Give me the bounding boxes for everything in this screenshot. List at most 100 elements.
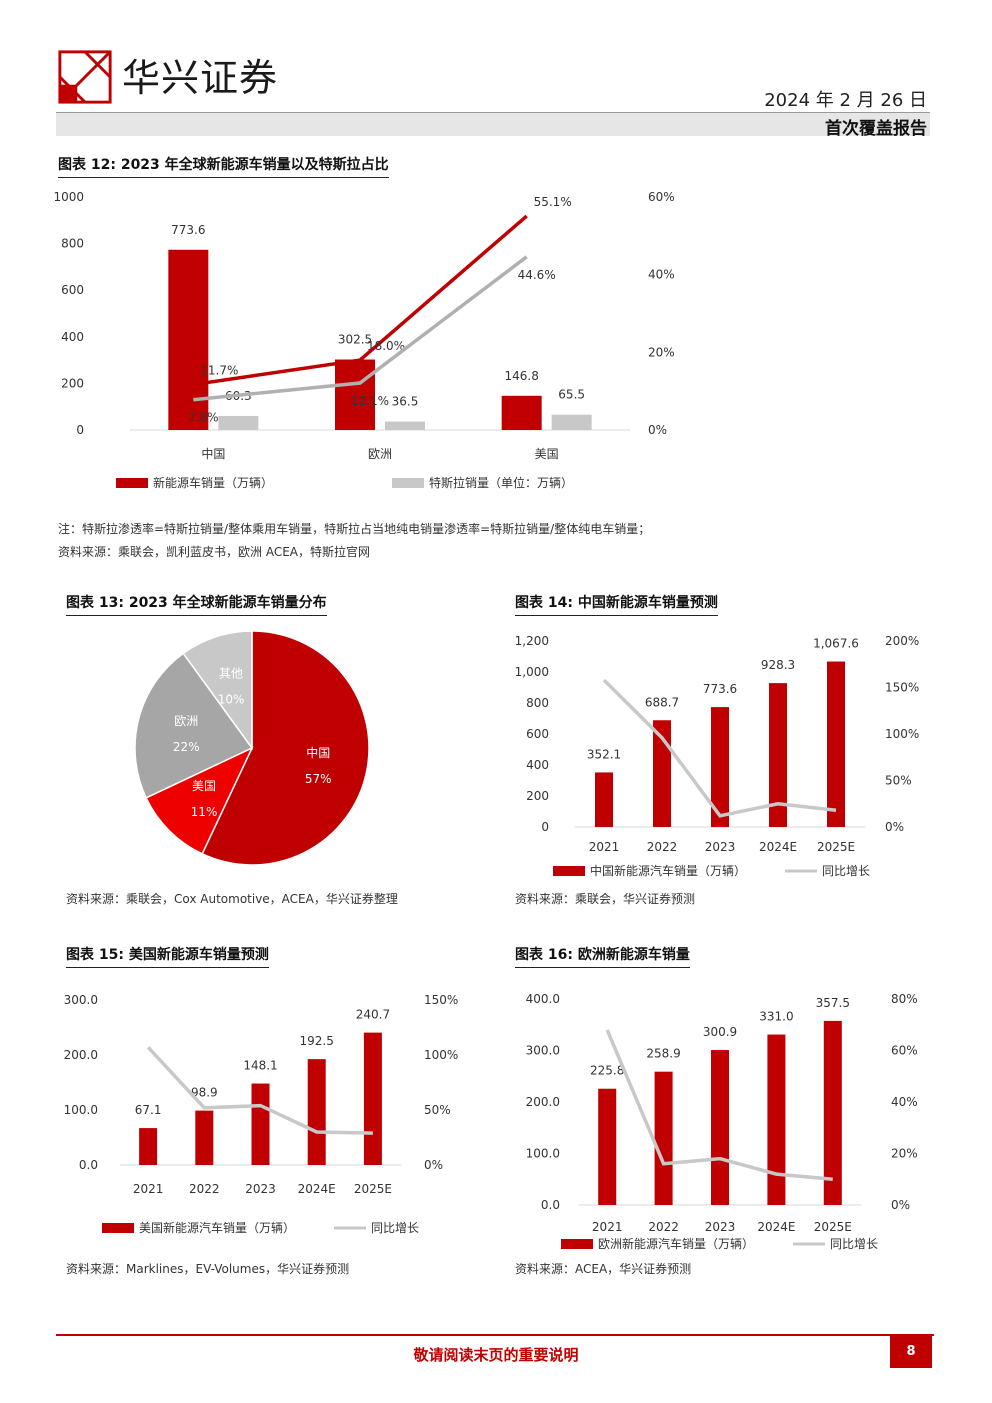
- bar-data-label: 258.9: [646, 1047, 680, 1061]
- line-data-label: 44.6%: [518, 268, 556, 282]
- bar: [139, 1128, 158, 1165]
- pie-slice: [134, 652, 254, 799]
- x-tick-label: 2024E: [298, 1182, 336, 1196]
- fig13-chart: 中国 57% 美国 11% 欧洲 22% 其他 10%: [134, 630, 370, 866]
- bar-data-label: 36.5: [392, 394, 419, 408]
- y2-tick-label: 40%: [891, 1095, 918, 1109]
- x-tick-label: 2021: [133, 1182, 164, 1196]
- bar: [501, 395, 542, 430]
- bar-data-label: 240.7: [356, 1008, 390, 1022]
- fig12-chart: 0 200 400 600 800 1000 0% 20% 40% 60% 中国 欧洲 美国 773.6 3…: [53, 190, 675, 490]
- bar-data-label: 928.3: [761, 658, 795, 672]
- y2-tick-label: 0%: [891, 1198, 910, 1212]
- fig12-title: 图表 12: 2023 年全球新能源车销量以及特斯拉占比: [58, 154, 389, 178]
- x-tick-label: 2025E: [814, 1220, 852, 1234]
- bar-data-label: 302.5: [338, 333, 372, 347]
- x-tick-label: 2022: [648, 1220, 679, 1234]
- line-series: [605, 1029, 833, 1181]
- y-tick-label: 1,200: [515, 634, 549, 648]
- bar-data-label: 67.1: [135, 1103, 162, 1117]
- bar: [251, 1083, 270, 1165]
- y2-tick-label: 200%: [885, 634, 919, 648]
- brand-name: 华兴证券: [122, 56, 279, 100]
- pie-slice-label: 美国: [192, 779, 216, 793]
- bar-data-label: 1,067.6: [813, 637, 859, 651]
- fig15-source: 资料来源：Marklines，EV-Volumes，华兴证券预测: [66, 1262, 350, 1276]
- header-divider: [56, 112, 930, 113]
- y-tick-label: 200.0: [526, 1095, 560, 1109]
- bar: [307, 1059, 326, 1165]
- y2-tick-label: 100%: [885, 727, 919, 741]
- y2-tick-label: 150%: [885, 681, 919, 695]
- report-date: 2024 年 2 月 26 日: [764, 90, 927, 111]
- pie-slice-value: 22%: [173, 740, 200, 754]
- bar-data-label: 357.5: [816, 996, 850, 1010]
- x-tick-label: 2023: [245, 1182, 276, 1196]
- fig16-source: 资料来源：ACEA，华兴证券预测: [515, 1262, 692, 1276]
- bar-data-label: 98.9: [191, 1086, 218, 1100]
- y2-tick-label: 50%: [885, 774, 912, 788]
- fig13-title: 图表 13: 2023 年全球新能源车销量分布: [66, 592, 327, 616]
- y2-tick-label: 40%: [648, 268, 675, 282]
- pie-slice: [145, 746, 254, 855]
- bar: [168, 249, 209, 430]
- bar: [823, 1020, 842, 1205]
- legend-label: 特斯拉销量（单位：万辆）: [429, 475, 573, 490]
- fig13-source: 资料来源：乘联会，Cox Automotive，ACEA，华兴证券整理: [66, 892, 398, 906]
- pie-slice-label: 其他: [219, 666, 243, 680]
- pie-slice: [182, 630, 253, 751]
- bar-data-label: 192.5: [300, 1034, 334, 1048]
- y-tick-label: 600: [526, 727, 549, 741]
- bar: [195, 1110, 214, 1165]
- line-series: [193, 255, 528, 402]
- y-tick-label: 400: [61, 330, 84, 344]
- legend-swatch: [116, 478, 148, 488]
- line-series: [193, 214, 528, 387]
- bar: [711, 707, 729, 827]
- y-tick-label: 400: [526, 758, 549, 772]
- x-tick-label: 2024E: [757, 1220, 795, 1234]
- y-tick-label: 100.0: [526, 1147, 560, 1161]
- bar: [551, 414, 592, 430]
- fig14-title: 图表 14: 中国新能源车销量预测: [515, 592, 718, 616]
- bar-data-label: 146.8: [504, 369, 538, 383]
- x-tick-label: 2023: [705, 1220, 736, 1234]
- bar: [363, 1032, 382, 1165]
- pie-slice-value: 10%: [218, 692, 245, 706]
- y2-tick-label: 0%: [648, 423, 667, 437]
- fig12-note: 注：特斯拉渗透率=特斯拉销量/整体乘用车销量，特斯拉占当地纯电销量渗透率=特斯拉…: [58, 522, 651, 536]
- y-tick-label: 200: [526, 789, 549, 803]
- line-data-label: 7.8%: [188, 411, 219, 425]
- bar-data-label: 331.0: [759, 1010, 793, 1024]
- fig15-title: 图表 15: 美国新能源车销量预测: [66, 944, 269, 968]
- fig15-chart: 0.0 100.0 200.0 300.0 0% 50% 100% 150% 2021 2022 2…: [64, 993, 459, 1235]
- y-tick-label: 800: [526, 696, 549, 710]
- fig14-source: 资料来源：乘联会，华兴证券预测: [515, 892, 696, 906]
- bar-data-label: 148.1: [243, 1059, 277, 1073]
- y2-tick-label: 80%: [891, 992, 918, 1006]
- y-tick-label: 800: [61, 237, 84, 251]
- bar: [653, 720, 671, 827]
- bar: [654, 1071, 673, 1205]
- bar-data-label: 65.5: [558, 388, 585, 402]
- line-series: [602, 678, 837, 818]
- fig12-source: 资料来源：乘联会，凯利蓝皮书，欧洲 ACEA，特斯拉官网: [58, 545, 370, 559]
- line-data-label: 12.1%: [351, 394, 389, 408]
- bar-data-label: 773.6: [703, 682, 737, 696]
- y-tick-label: 400.0: [526, 992, 560, 1006]
- y2-tick-label: 20%: [648, 345, 675, 359]
- y-tick-label: 0: [541, 820, 549, 834]
- bar-data-label: 773.6: [171, 223, 205, 237]
- legend-label: 中国新能源汽车销量（万辆）: [590, 863, 746, 878]
- bar-data-label: 352.1: [587, 747, 621, 761]
- y-tick-label: 300.0: [64, 993, 98, 1007]
- x-tick-label: 2024E: [759, 840, 797, 854]
- page-number: 8: [890, 1336, 932, 1368]
- bar-data-label: 300.9: [703, 1025, 737, 1039]
- x-tick-label: 2023: [705, 840, 736, 854]
- report-type: 首次覆盖报告: [825, 119, 927, 139]
- legend-label: 同比增长: [830, 1237, 878, 1251]
- legend-label: 欧洲新能源汽车销量（万辆）: [598, 1236, 754, 1251]
- y-tick-label: 300.0: [526, 1044, 560, 1058]
- bar-data-label: 688.7: [645, 695, 679, 709]
